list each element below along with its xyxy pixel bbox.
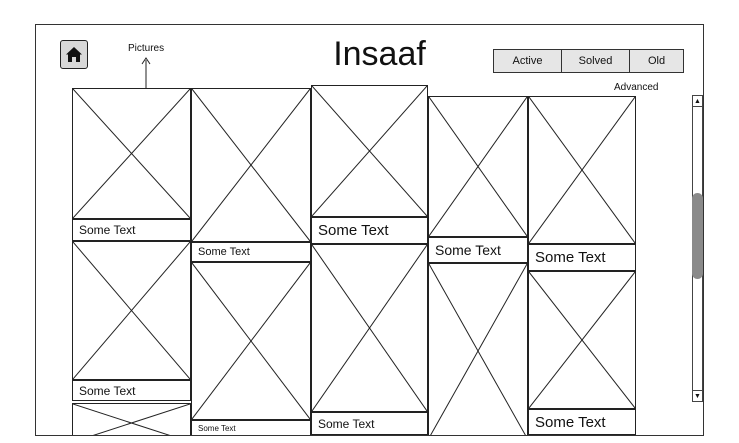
home-icon (66, 46, 82, 62)
tab-old[interactable]: Old (647, 55, 666, 67)
picture-placeholder[interactable] (72, 88, 191, 219)
picture-caption: Some Text (311, 217, 428, 244)
picture-placeholder[interactable] (191, 262, 311, 420)
scrollbar-thumb[interactable] (692, 193, 703, 279)
picture-placeholder[interactable] (311, 85, 428, 217)
tab-solved[interactable]: Solved (562, 50, 630, 72)
picture-caption: Some Text (191, 242, 311, 262)
picture-placeholder[interactable] (311, 244, 428, 412)
picture-caption: Some Text (428, 237, 528, 263)
picture-caption: Some Text (311, 412, 428, 435)
picture-placeholder[interactable] (528, 271, 636, 409)
picture-caption: Some Text (191, 420, 311, 435)
picture-caption: Some Text (528, 244, 636, 271)
picture-placeholder[interactable] (528, 96, 636, 244)
picture-placeholder[interactable] (428, 96, 528, 237)
filter-tabs: Active Solved Old (493, 49, 684, 73)
vertical-scrollbar[interactable]: ▲ ▼ (692, 95, 703, 402)
scroll-up-arrow-icon[interactable]: ▲ (692, 95, 703, 107)
picture-caption: Some Text (72, 219, 191, 241)
app-window: Pictures Insaaf Active Solved Old Advanc… (35, 24, 704, 436)
picture-placeholder[interactable] (72, 241, 191, 380)
picture-placeholder[interactable] (72, 403, 191, 435)
home-button[interactable] (60, 40, 88, 69)
page-title: Insaaf (333, 35, 426, 73)
picture-placeholder[interactable] (191, 88, 311, 242)
picture-caption: Some Text (72, 380, 191, 401)
advanced-link[interactable]: Advanced (614, 82, 659, 93)
picture-placeholder[interactable] (428, 263, 528, 435)
scroll-down-arrow-icon[interactable]: ▼ (692, 390, 703, 402)
picture-caption: Some Text (528, 409, 636, 435)
pictures-annotation: Pictures (128, 43, 165, 54)
tab-active[interactable]: Active (494, 50, 562, 72)
